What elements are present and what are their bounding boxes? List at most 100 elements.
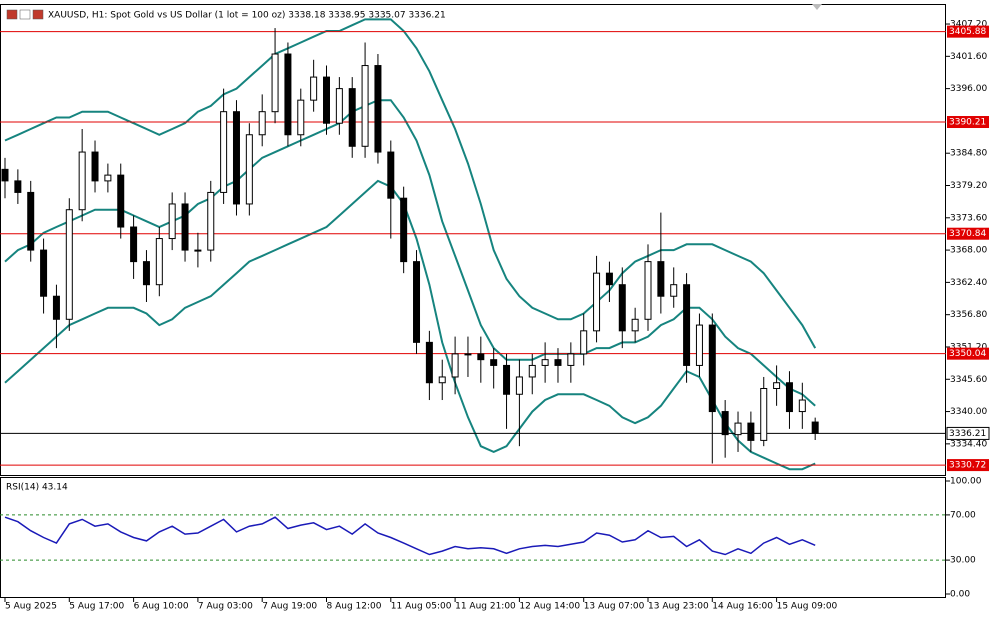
shift-marker bbox=[812, 4, 822, 10]
candle-body bbox=[284, 53, 292, 136]
rsi-title: RSI(14) 43.14 bbox=[6, 483, 68, 493]
candle-body bbox=[194, 249, 202, 252]
candle-body bbox=[644, 261, 652, 320]
x-tick-label: 11 Aug 21:00 bbox=[455, 602, 516, 612]
level-label-box bbox=[947, 347, 989, 360]
level-label-box bbox=[947, 116, 989, 129]
candle-body bbox=[773, 382, 781, 389]
level-label: 3330.72 bbox=[949, 461, 986, 471]
candle-body bbox=[348, 88, 356, 147]
rsi-line bbox=[4, 516, 816, 556]
x-tick-label: 13 Aug 07:00 bbox=[584, 602, 645, 612]
band-line bbox=[4, 99, 816, 407]
candle-body bbox=[323, 76, 330, 124]
candle-body bbox=[554, 359, 562, 366]
candle-body bbox=[258, 111, 266, 136]
candle-body bbox=[297, 99, 305, 136]
candle-body bbox=[142, 261, 150, 286]
candle-body bbox=[683, 284, 691, 366]
x-tick-label: 8 Aug 12:00 bbox=[327, 602, 382, 612]
candle-body bbox=[78, 151, 86, 211]
candle-body bbox=[631, 318, 639, 332]
x-tick-label: 7 Aug 19:00 bbox=[262, 602, 317, 612]
candle-body bbox=[271, 53, 279, 113]
band-line bbox=[4, 179, 816, 471]
candle-body bbox=[515, 376, 523, 395]
candle-body bbox=[811, 421, 819, 434]
candle-body bbox=[708, 324, 716, 413]
candle-body bbox=[618, 284, 626, 332]
candle-body bbox=[91, 151, 99, 182]
x-tick-label: 6 Aug 10:00 bbox=[134, 602, 189, 612]
candle-body bbox=[1, 168, 9, 182]
band-line bbox=[4, 18, 817, 349]
icon[interactable] bbox=[32, 9, 44, 20]
candle-body bbox=[425, 341, 433, 384]
price-panel-border bbox=[0, 4, 946, 476]
level-label: 3390.21 bbox=[949, 118, 986, 128]
y-tick-label: 3373.60 bbox=[950, 213, 987, 223]
y-tick-label: 100.00 bbox=[950, 477, 982, 487]
candle-body bbox=[760, 387, 768, 441]
icon[interactable] bbox=[6, 9, 18, 20]
level-label: 3405.88 bbox=[949, 27, 986, 37]
candle-body bbox=[361, 65, 369, 147]
candle-body bbox=[52, 295, 60, 320]
x-tick-label: 5 Aug 17:00 bbox=[69, 602, 124, 612]
candle-body bbox=[65, 209, 73, 320]
y-tick-label: 3362.40 bbox=[950, 278, 987, 288]
y-tick-label: 3384.80 bbox=[950, 149, 987, 159]
x-tick-label: 15 Aug 09:00 bbox=[777, 602, 838, 612]
candle-body bbox=[721, 411, 729, 436]
candle-body bbox=[567, 353, 575, 366]
candle-body bbox=[593, 272, 601, 332]
y-tick-label: 3407.20 bbox=[950, 20, 987, 30]
last-price-label: 3336.21 bbox=[949, 429, 986, 439]
candle-body bbox=[168, 203, 176, 240]
y-tick-label: 3340.00 bbox=[950, 407, 987, 417]
candle-body bbox=[438, 376, 446, 384]
candle-body bbox=[580, 330, 588, 355]
x-tick-label: 12 Aug 14:00 bbox=[519, 602, 580, 612]
y-tick-label: 30.00 bbox=[950, 556, 976, 566]
candle-body bbox=[155, 238, 163, 286]
candle-body bbox=[400, 197, 408, 263]
candle-body bbox=[605, 272, 613, 286]
level-label-box bbox=[947, 459, 989, 472]
candle-body bbox=[232, 111, 240, 205]
candle-body bbox=[181, 203, 189, 251]
candle-body bbox=[528, 364, 536, 378]
candle-body bbox=[747, 422, 755, 441]
level-label-box bbox=[947, 227, 989, 240]
candle-body bbox=[310, 76, 318, 101]
icon[interactable] bbox=[19, 9, 31, 20]
candle-body bbox=[27, 191, 35, 251]
y-tick-label: 3396.00 bbox=[950, 84, 987, 94]
candle-body bbox=[14, 180, 22, 193]
candle-body bbox=[40, 249, 48, 297]
candle-body bbox=[785, 382, 793, 413]
candle-body bbox=[220, 111, 228, 193]
candle-body bbox=[490, 359, 498, 366]
candle-body bbox=[541, 359, 549, 366]
y-tick-label: 3379.20 bbox=[950, 181, 987, 191]
x-tick-label: 13 Aug 23:00 bbox=[648, 602, 709, 612]
y-tick-label: 3356.80 bbox=[950, 310, 987, 320]
candle-body bbox=[104, 174, 112, 182]
last-price-box bbox=[946, 426, 990, 440]
candle-body bbox=[503, 364, 511, 395]
rsi-panel-border bbox=[0, 477, 946, 598]
y-tick-label: 3345.60 bbox=[950, 375, 987, 385]
candle-body bbox=[695, 324, 703, 366]
y-tick-label: 70.00 bbox=[950, 510, 976, 520]
candle-body bbox=[374, 65, 382, 153]
x-tick-label: 5 Aug 2025 bbox=[5, 602, 57, 612]
level-label: 3370.84 bbox=[949, 229, 986, 239]
candle-body bbox=[734, 422, 742, 436]
candle-body bbox=[207, 191, 215, 251]
x-tick-label: 14 Aug 16:00 bbox=[712, 602, 773, 612]
candle-body bbox=[335, 88, 343, 124]
y-tick-label: 3401.60 bbox=[950, 52, 987, 62]
